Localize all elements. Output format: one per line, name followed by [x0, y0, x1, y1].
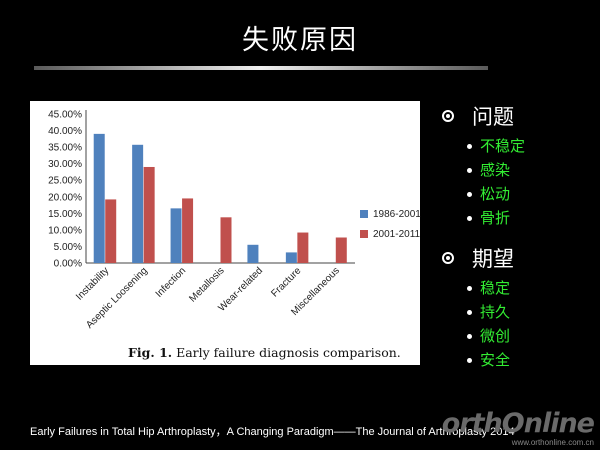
y-tick-label: 35.00%: [48, 143, 82, 154]
bullet-group-problems: 问题 不稳定 感染 松动 骨折: [440, 100, 600, 230]
y-tick-label: 40.00%: [48, 126, 82, 137]
dot-bullet-icon: [467, 334, 472, 339]
y-tick-label: 5.00%: [54, 242, 82, 253]
bullet-item: 松动: [440, 182, 600, 206]
y-tick-label: 30.00%: [48, 159, 82, 170]
bullet-item: 稳定: [440, 276, 600, 300]
bar-2001-2011-miscellaneous: [335, 237, 347, 263]
bar-2001-2011-aseptic-loosening: [143, 166, 155, 263]
dot-bullet-icon: [467, 192, 472, 197]
legend-item-1986-2001: 1986-2001: [360, 209, 421, 221]
legend-label: 2001-2011: [373, 229, 421, 240]
bar-2001-2011-fracture: [297, 232, 309, 263]
bullet-item: 微创: [440, 324, 600, 348]
bullet-item-text: 骨折: [480, 209, 511, 227]
bullet-item: 感染: [440, 158, 600, 182]
bar-chart: 0.00% 5.00% 10.00% 15.00% 20.00% 25.00% 30.00%…: [48, 110, 355, 331]
bullet-item: 不稳定: [440, 134, 600, 158]
bar-1986-2001-instability: [93, 133, 105, 263]
bullet-item: 持久: [440, 300, 600, 324]
figure-caption-text: Early failure diagnosis comparison.: [172, 345, 401, 360]
bar-2001-2011-infection: [182, 198, 194, 263]
legend-item-2001-2011: 2001-2011: [360, 229, 420, 241]
x-tick-label: Instability: [74, 265, 111, 302]
y-tick-label: 10.00%: [48, 225, 82, 236]
legend-label: 1986-2001: [373, 209, 421, 220]
bullet-heading: 问题: [440, 100, 600, 134]
bullet-item-text: 感染: [480, 161, 511, 179]
bar-1986-2001-aseptic-loosening: [132, 144, 144, 263]
figure-caption: Fig. 1. Early failure diagnosis comparis…: [128, 345, 401, 360]
watermark-logo: orthOnline: [441, 408, 595, 439]
dot-bullet-icon: [467, 310, 472, 315]
dot-bullet-icon: [467, 358, 472, 363]
y-tick-label: 25.00%: [48, 176, 82, 187]
chart-panel: 0.00% 5.00% 10.00% 15.00% 20.00% 25.00% 30.00%…: [30, 101, 421, 365]
bullet-item-text: 松动: [480, 185, 511, 203]
bullet-item-text: 持久: [480, 303, 511, 321]
bullet-heading: 期望: [440, 242, 600, 276]
bullet-item-text: 不稳定: [480, 137, 526, 155]
bullet-item-text: 安全: [480, 351, 511, 369]
bar-1986-2001-infection: [170, 208, 182, 263]
slide-title: 失败原因: [242, 25, 358, 56]
title-divider: [34, 66, 488, 70]
y-tick-label: 45.00%: [48, 110, 82, 121]
bar-1986-2001-wear-related: [247, 244, 259, 263]
bar-1986-2001-fracture: [285, 252, 297, 263]
y-tick-label: 15.00%: [48, 209, 82, 220]
bullet-list: 问题 不稳定 感染 松动 骨折 期望 稳定 持久 微创 安全: [440, 100, 600, 372]
x-tick-label: Infection: [154, 265, 189, 300]
bar-2001-2011-instability: [105, 199, 117, 263]
x-tick-label: Metallosis: [187, 265, 226, 304]
y-tick-label: 0.00%: [54, 259, 82, 270]
legend-swatch-blue: [360, 210, 368, 218]
watermark: orthOnline www.orthonline.com.cn: [442, 408, 598, 448]
bullet-item: 骨折: [440, 206, 600, 230]
legend-swatch-red: [360, 230, 368, 238]
y-tick-label: 20.00%: [48, 192, 82, 203]
circle-bullet-icon: [442, 252, 454, 264]
dot-bullet-icon: [467, 286, 472, 291]
dot-bullet-icon: [467, 144, 472, 149]
source-citation: Early Failures in Total Hip Arthroplasty…: [30, 426, 515, 438]
figure-caption-label: Fig. 1.: [128, 345, 173, 360]
bullet-heading-text: 问题: [472, 105, 514, 129]
dot-bullet-icon: [467, 168, 472, 173]
bullet-item-text: 微创: [480, 327, 511, 345]
bullet-heading-text: 期望: [472, 247, 514, 271]
bullet-group-expectations: 期望 稳定 持久 微创 安全: [440, 242, 600, 372]
dot-bullet-icon: [467, 216, 472, 221]
bullet-item: 安全: [440, 348, 600, 372]
watermark-url: www.orthonline.com.cn: [511, 438, 594, 447]
bullet-item-text: 稳定: [480, 279, 511, 297]
circle-bullet-icon: [442, 110, 454, 122]
bar-2001-2011-metallosis: [220, 217, 232, 263]
x-tick-label: Fracture: [269, 265, 303, 299]
